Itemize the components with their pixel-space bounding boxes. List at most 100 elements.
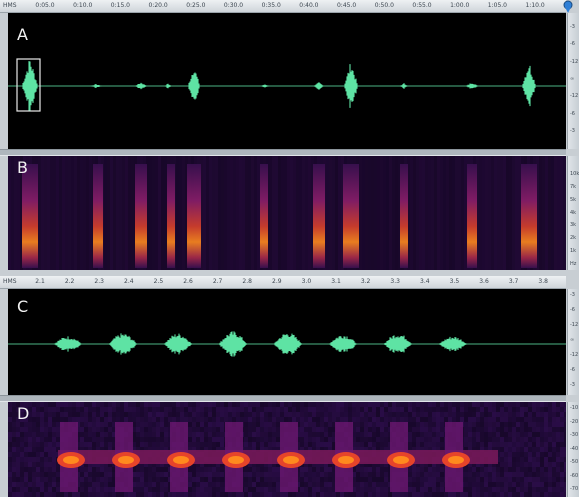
noise-column <box>458 156 461 270</box>
noise-column <box>389 156 392 270</box>
waveform-panel-a[interactable]: A <box>8 13 566 149</box>
ruler-tick-label: 0:20.0 <box>148 2 168 9</box>
noise-column <box>11 156 14 270</box>
spectral-column <box>400 164 408 268</box>
ruler-tick-label: 2.7 <box>212 278 223 285</box>
noise-column <box>479 156 482 270</box>
noise-column <box>164 156 167 270</box>
spectral-column <box>343 164 359 268</box>
noise-column <box>47 156 50 270</box>
noise-column <box>359 156 362 270</box>
noise-column <box>146 156 149 270</box>
noise-column <box>362 156 365 270</box>
noise-column <box>68 156 71 270</box>
noise-column <box>434 156 437 270</box>
noise-column <box>14 156 17 270</box>
waveform-panel-c[interactable]: C <box>8 289 566 395</box>
ruler-tick-label: 3.0 <box>301 278 312 285</box>
noise-column <box>557 156 560 270</box>
noise-column <box>251 156 254 270</box>
ruler-tick-label: 1:10.0 <box>525 2 545 9</box>
ruler-tick-label: 0:10.0 <box>73 2 93 9</box>
noise-column <box>554 156 557 270</box>
waveform-burst <box>400 83 408 89</box>
noise-column <box>185 156 188 270</box>
spectral-column <box>187 164 201 268</box>
noise-column <box>488 156 491 270</box>
noise-column <box>455 156 458 270</box>
noise-column <box>383 156 386 270</box>
ruler-tick-label: 2.9 <box>272 278 282 285</box>
frequency-scale-b: 10k 7k 5k 4k 3k 2k 1k Hz <box>567 156 579 270</box>
spectral-column <box>167 164 175 268</box>
noise-column <box>290 156 293 270</box>
noise-column <box>329 156 332 270</box>
noise-column <box>425 156 428 270</box>
noise-column <box>113 156 116 270</box>
left-gutter <box>0 13 8 497</box>
ruler-tick-label: 0:35.0 <box>261 2 281 9</box>
noise-column <box>272 156 275 270</box>
noise-column <box>560 156 563 270</box>
waveform-burst <box>439 336 467 352</box>
noise-column <box>152 156 155 270</box>
time-ruler-bottom[interactable]: HMS 2.1 2.2 2.3 2.4 2.5 2.6 2.7 2.8 2.9 3.0 3.1 3.2… <box>0 276 566 289</box>
scale-tick-label: -70 <box>570 486 579 492</box>
waveform-burst <box>274 333 302 355</box>
noise-column <box>536 156 539 270</box>
noise-column <box>422 156 425 270</box>
noise-column <box>302 156 305 270</box>
noise-column <box>305 156 308 270</box>
pin-icon[interactable] <box>562 0 574 14</box>
scale-tick-label: -3 <box>570 128 575 134</box>
spectrogram-panel-b[interactable]: B <box>8 156 566 270</box>
noise-column <box>110 156 113 270</box>
noise-column <box>311 156 314 270</box>
noise-column <box>65 156 68 270</box>
ruler-tick-label: 0:25.0 <box>186 2 206 9</box>
scale-tick-label: 10k <box>570 171 579 177</box>
amplitude-scale-a: -3 -6 -12 ∞ -12 -6 -3 <box>567 13 579 149</box>
noise-column <box>518 156 521 270</box>
noise-column <box>59 156 62 270</box>
ruler-tick-label: 0:05.0 <box>35 2 55 9</box>
noise-column <box>215 156 218 270</box>
scale-tick-label: 4k <box>570 209 577 216</box>
scale-tick-label: -3 <box>570 382 575 388</box>
noise-column <box>509 156 512 270</box>
panel-splitter[interactable] <box>0 149 566 156</box>
ruler-tick-label: 3.4 <box>420 278 430 285</box>
ruler-tick-label: 0:45.0 <box>336 2 357 9</box>
noise-column <box>212 156 215 270</box>
ruler-tick-label: 1:00.0 <box>450 2 470 9</box>
ruler-tick-label: 3.6 <box>479 278 489 285</box>
spectral-column <box>521 164 537 268</box>
ruler-tick-label: 0:50.0 <box>374 2 394 9</box>
panel-label-c: C <box>17 297 29 316</box>
spectrogram-panel-d[interactable]: D <box>8 402 566 497</box>
scale-tick-label: -6 <box>570 307 575 313</box>
scale-tick-label: -12 <box>570 352 579 358</box>
waveform-burst <box>109 333 137 355</box>
noise-column <box>227 156 230 270</box>
ruler-tick-label: 2.8 <box>242 278 252 285</box>
time-ruler-top[interactable]: HMS 0:05.0 0:10.0 0:15.0 0:20.0 0:25.0 0:30.0… <box>0 0 566 13</box>
noise-column <box>380 156 383 270</box>
waveform-burst <box>329 336 357 352</box>
waveform-burst <box>384 335 412 353</box>
noise-column <box>563 156 566 270</box>
noise-column <box>365 156 368 270</box>
panel-splitter[interactable] <box>0 395 566 402</box>
ruler-tick-label: 3.8 <box>538 278 548 285</box>
ruler-tick-label: 2.2 <box>64 278 75 285</box>
spectral-column <box>93 164 103 268</box>
noise-column <box>20 156 23 270</box>
scale-tick-label: -12 <box>570 322 579 328</box>
waveform-burst <box>188 72 200 100</box>
noise-column <box>440 156 443 270</box>
noise-column <box>104 156 107 270</box>
noise-column <box>278 156 281 270</box>
noise-column <box>386 156 389 270</box>
noise-column <box>122 156 125 270</box>
noise-column <box>407 156 410 270</box>
